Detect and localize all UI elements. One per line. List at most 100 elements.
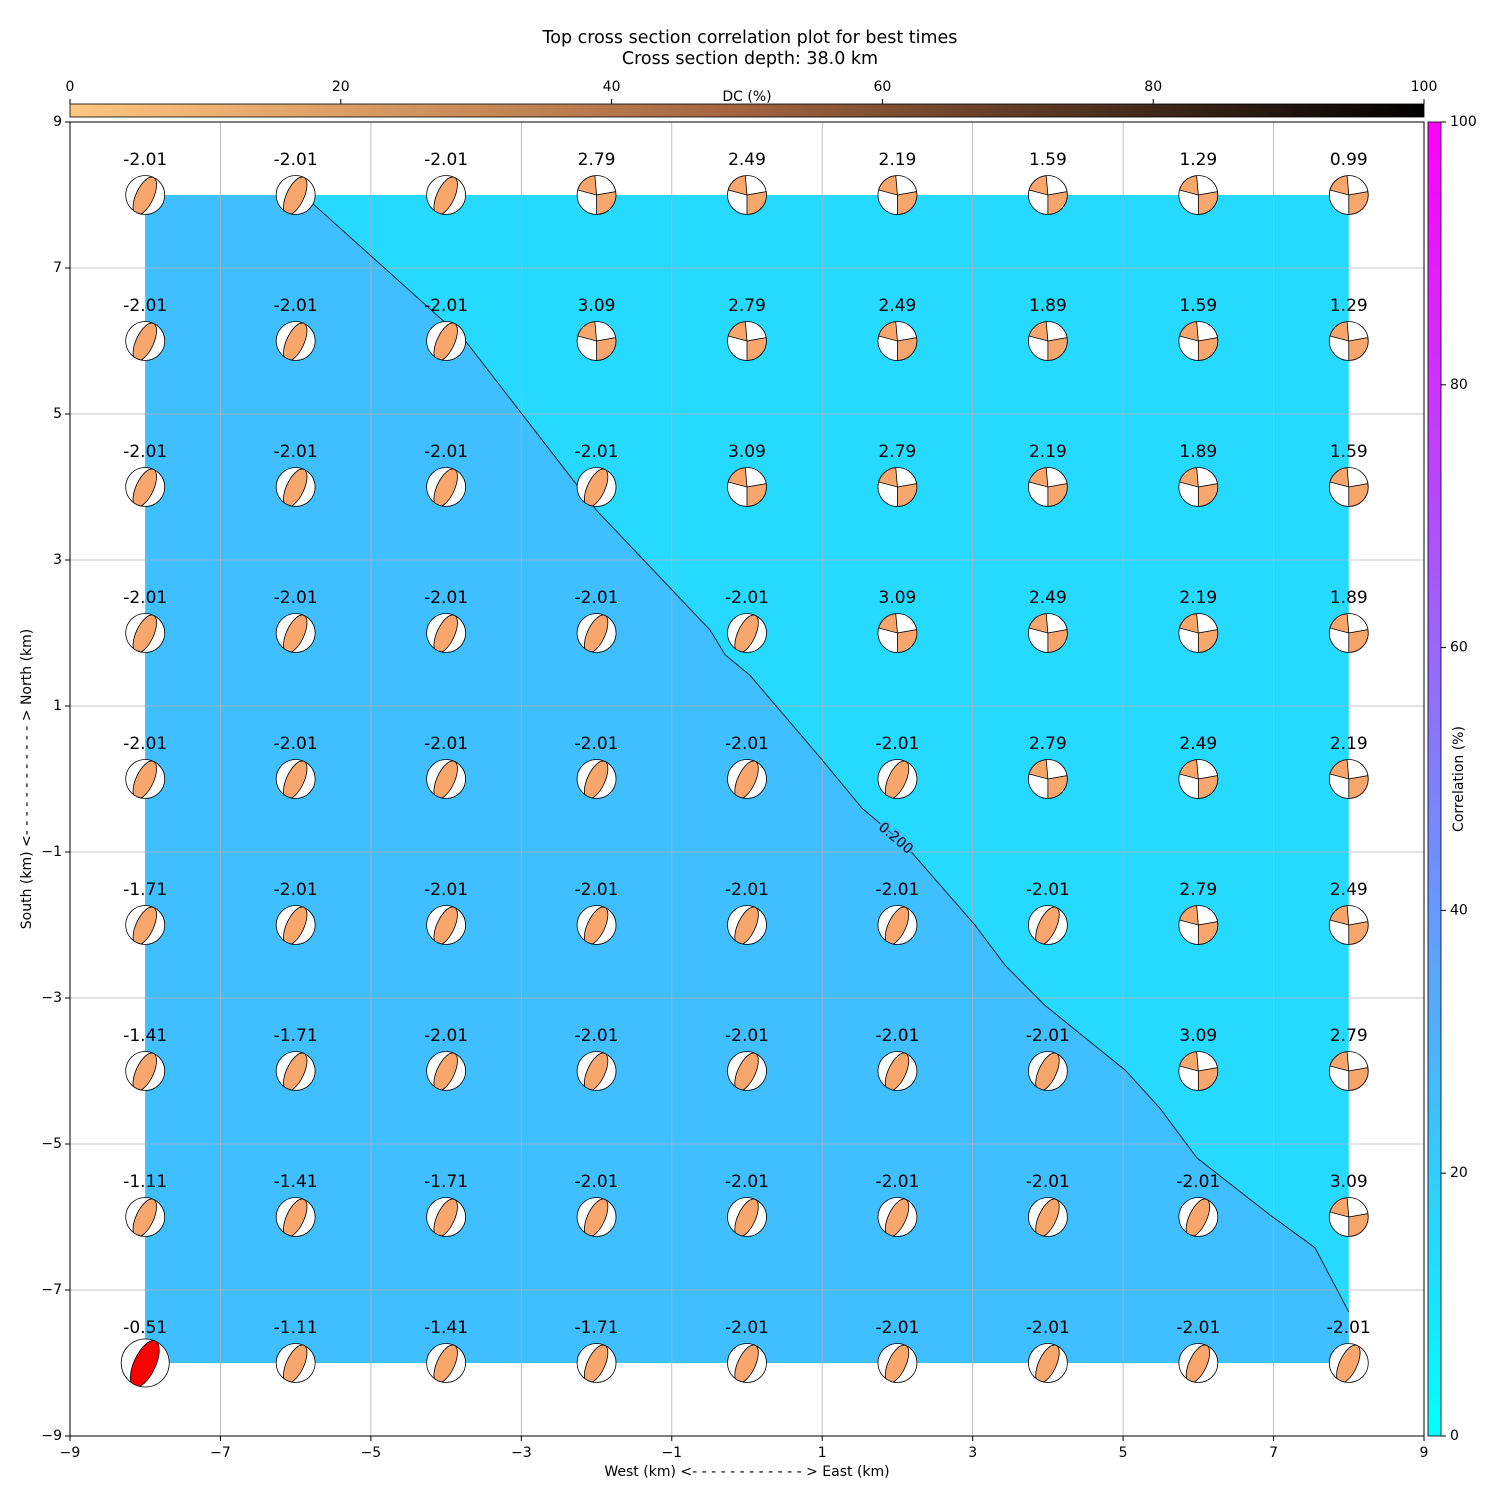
value-label: -2.01 [875, 734, 919, 754]
value-label: -2.01 [123, 296, 167, 316]
dc-tick-label: 60 [873, 79, 891, 95]
ball-outline [426, 1197, 467, 1237]
value-label: -2.01 [575, 734, 619, 754]
mechanism [275, 467, 316, 508]
ball-outline [120, 1338, 170, 1388]
ball-outline [275, 905, 316, 945]
correlation-colorbar [1427, 121, 1442, 1437]
value-label: 1.59 [1330, 442, 1368, 462]
ball-outline [1027, 1343, 1068, 1383]
mechanism [275, 1343, 316, 1384]
mechanism [1328, 321, 1369, 361]
correlation-tick-label: 80 [1450, 377, 1468, 393]
dc-tick-label: 0 [66, 79, 75, 95]
value-label: -2.01 [875, 1172, 919, 1192]
value-label: -1.11 [123, 1172, 167, 1192]
ball-outline [426, 1051, 467, 1091]
mechanism [426, 905, 467, 946]
ball-outline [877, 613, 918, 653]
ball-outline [275, 759, 316, 799]
value-label: -2.01 [725, 1318, 769, 1338]
ball-outline [426, 759, 467, 799]
mechanism [426, 1343, 467, 1384]
value-label: -2.01 [424, 734, 468, 754]
mechanism [1027, 613, 1068, 653]
mechanism [120, 1338, 170, 1388]
ball-outline [877, 759, 918, 799]
correlation-tick-label: 100 [1450, 114, 1477, 130]
value-label: -2.01 [424, 296, 468, 316]
ball-outline [576, 1343, 617, 1383]
mechanism [877, 175, 918, 215]
value-label: -1.71 [575, 1318, 619, 1338]
mechanism [727, 175, 767, 215]
ball-outline [426, 467, 467, 507]
correlation-tick-label: 60 [1450, 640, 1468, 656]
x-tick-label: −7 [210, 1445, 231, 1461]
value-label: -2.01 [274, 588, 318, 608]
ball-outline [426, 175, 467, 215]
ball-outline [1328, 613, 1369, 653]
mechanism [426, 321, 467, 362]
ball-outline [1027, 759, 1068, 799]
y-tick-label: 7 [53, 260, 62, 276]
mechanism [576, 1197, 617, 1238]
correlation-tick-label: 0 [1450, 1428, 1459, 1444]
value-label: -2.01 [274, 296, 318, 316]
value-label: 1.89 [1029, 296, 1067, 316]
ball-outline [1027, 905, 1068, 945]
ball-outline [125, 467, 166, 507]
value-label: 3.09 [879, 588, 917, 608]
ball-outline [125, 1051, 166, 1091]
value-label: 2.79 [1179, 880, 1217, 900]
x-tick-label: 7 [1269, 1445, 1278, 1461]
value-label: 1.59 [1179, 296, 1217, 316]
value-label: -2.01 [725, 1172, 769, 1192]
value-label: -2.01 [1327, 1318, 1371, 1338]
mechanism [1027, 1343, 1068, 1384]
value-label: 2.79 [1330, 1026, 1368, 1046]
ball-outline [1178, 1197, 1219, 1237]
ball-outline [1328, 1051, 1369, 1091]
value-label: -2.01 [1176, 1172, 1220, 1192]
value-label: -2.01 [424, 1026, 468, 1046]
value-label: 2.79 [1029, 734, 1067, 754]
mechanism [1178, 759, 1219, 799]
value-label: -2.01 [575, 442, 619, 462]
mechanism [727, 321, 767, 361]
dc-tick-label: 80 [1144, 79, 1162, 95]
mechanism [426, 759, 467, 800]
y-tick-label: 5 [53, 406, 62, 422]
mechanism [576, 1343, 617, 1384]
value-label: -2.01 [123, 150, 167, 170]
mechanism [275, 1051, 316, 1092]
ball-outline [125, 613, 166, 653]
correlation-colorbar-label: Correlation (%) [1451, 726, 1467, 832]
mechanism [125, 175, 166, 216]
ball-outline [275, 1197, 316, 1237]
y-tick-label: 3 [53, 552, 62, 568]
ball-outline [877, 175, 918, 215]
mechanism [275, 905, 316, 946]
mechanism [877, 1197, 918, 1238]
mechanism [1027, 467, 1068, 507]
ball-outline [576, 1197, 617, 1237]
ball-compression [1348, 191, 1369, 215]
mechanism [1027, 905, 1068, 946]
mechanism [727, 1051, 767, 1092]
mechanism [877, 613, 918, 653]
ball-outline [1178, 613, 1219, 653]
ball-outline [1178, 759, 1219, 799]
contour-line [302, 194, 1350, 1313]
ball-outline [125, 905, 166, 945]
mechanism [576, 175, 617, 215]
ball-outline [877, 1197, 918, 1237]
ball-outline [1328, 905, 1369, 945]
value-label: -2.01 [875, 880, 919, 900]
dc-tick-label: 100 [1411, 79, 1438, 95]
value-label: -2.01 [123, 442, 167, 462]
ball-compression [1348, 337, 1369, 361]
mechanism [1328, 759, 1369, 799]
value-label: -2.01 [1026, 880, 1070, 900]
